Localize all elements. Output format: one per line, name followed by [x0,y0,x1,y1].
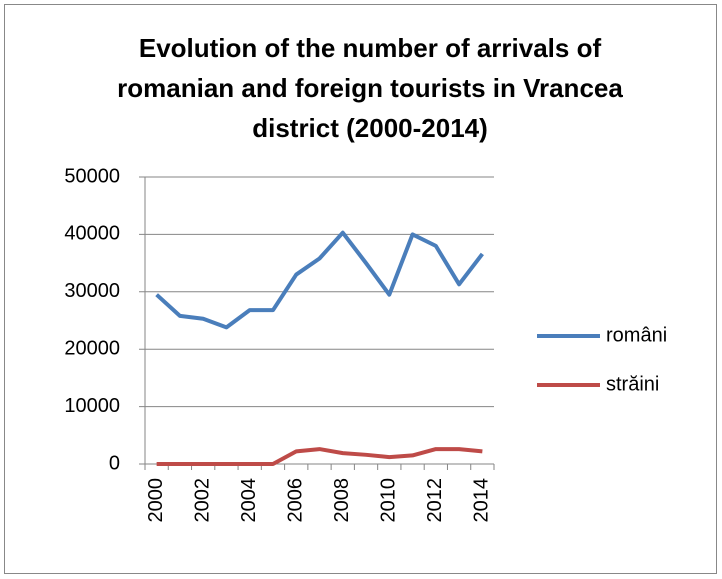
x-tick-label: 2004 [238,478,260,523]
y-tick-label: 10000 [64,395,120,417]
y-tick-label: 50000 [64,165,120,187]
y-tick-label: 20000 [64,337,120,359]
x-tick-label: 2006 [285,478,307,523]
x-tick-label: 2012 [424,478,446,523]
x-tick-label: 2000 [145,478,167,523]
y-tick-label: 30000 [64,280,120,302]
legend-label: străini [606,373,659,395]
series-line [155,230,484,330]
x-tick-label: 2010 [378,478,400,523]
chart-title: Evolution of the number of arrivals of r… [117,33,623,143]
x-tick-label: 2014 [471,478,493,522]
x-tick-label: 2002 [191,478,213,523]
series-line [156,447,483,466]
legend-label: români [606,324,667,346]
x-tick-label: 2008 [331,478,353,523]
y-tick-label: 40000 [64,223,120,245]
chart-border [4,4,717,574]
y-tick-label: 0 [109,452,120,474]
